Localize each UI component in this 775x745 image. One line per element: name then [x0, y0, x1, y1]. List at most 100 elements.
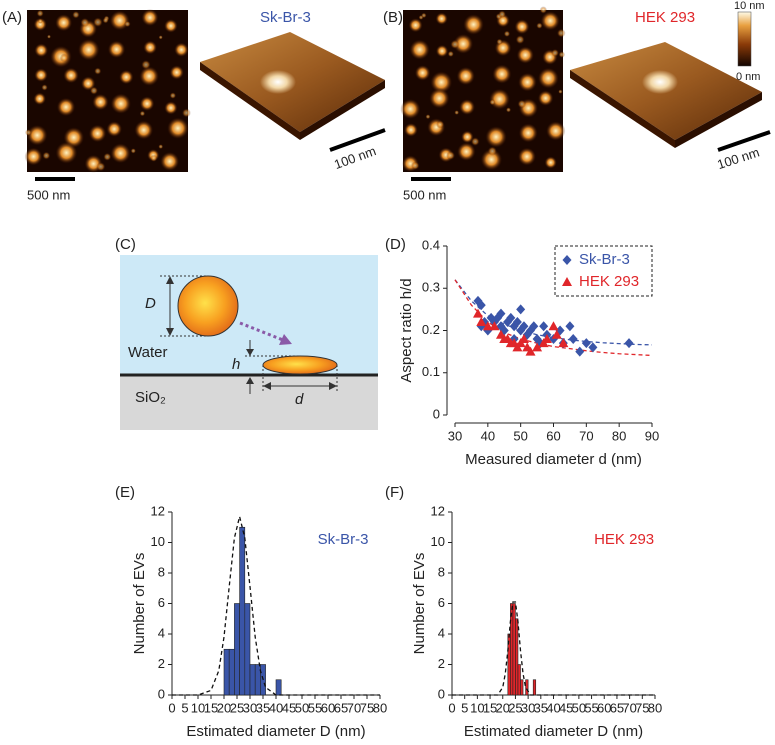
- y-tick-label: 8: [158, 564, 165, 579]
- bar: [275, 679, 282, 696]
- afm-spot: [167, 117, 189, 140]
- scale-label: 500 nm: [403, 187, 446, 202]
- afm-spot: [77, 38, 100, 61]
- x-tick-label: 35: [534, 700, 548, 715]
- y-tick-label: 0.4: [422, 237, 440, 252]
- x-tick-label: 50: [572, 700, 586, 715]
- marker: [548, 321, 559, 331]
- afm-spot: [411, 161, 420, 170]
- afm-spot: [46, 34, 52, 39]
- x-tick-label: 75: [635, 700, 649, 715]
- bar: [532, 679, 537, 696]
- x-tick-label: 60: [597, 700, 611, 715]
- afm-spot: [164, 19, 178, 33]
- afm-spot: [492, 64, 512, 84]
- afm-3d: [200, 32, 385, 140]
- afm-spot: [429, 88, 450, 109]
- afm-spot: [158, 35, 163, 40]
- afm-spot: [408, 18, 423, 33]
- afm-spot: [505, 107, 512, 113]
- afm-spot: [106, 121, 123, 137]
- afm-spot: [107, 40, 126, 59]
- afm-spot: [37, 18, 43, 24]
- marker: [529, 321, 539, 332]
- y-tick-label: 0.3: [422, 280, 440, 295]
- panel-label: (D): [385, 236, 406, 253]
- fit-curve: [454, 279, 653, 346]
- afm-spot: [81, 76, 96, 91]
- afm-spot: [425, 114, 431, 120]
- afm-spot: [435, 12, 448, 25]
- bar: [254, 664, 261, 696]
- marker: [562, 255, 572, 265]
- afm-spot: [181, 108, 191, 118]
- afm-spot: [109, 10, 130, 31]
- afm-spot: [89, 86, 99, 95]
- chart-title: Sk-Br-3: [318, 531, 369, 548]
- sample-title: Sk-Br-3: [260, 9, 311, 26]
- afm-spot: [63, 67, 79, 84]
- afm-spot: [59, 53, 69, 63]
- diagram-label: Water: [128, 344, 167, 361]
- x-tick-label: 20: [217, 700, 231, 715]
- afm-spot: [446, 150, 456, 161]
- afm-spot: [400, 98, 421, 119]
- x-tick-label: 5: [461, 700, 468, 715]
- x-tick-label: 70: [579, 428, 593, 443]
- afm-spot: [517, 147, 536, 166]
- y-tick-label: 10: [431, 534, 445, 549]
- y-tick-label: 0: [158, 686, 165, 701]
- marker: [565, 321, 575, 332]
- bar: [228, 648, 235, 696]
- x-tick-label: 70: [622, 700, 636, 715]
- afm-spot: [119, 69, 134, 85]
- x-tick-label: 40: [269, 700, 283, 715]
- afm-spot: [496, 38, 503, 45]
- y-tick-label: 10: [151, 534, 165, 549]
- marker: [489, 321, 500, 331]
- marker: [518, 333, 529, 343]
- marker: [482, 321, 493, 331]
- marker: [472, 308, 483, 318]
- afm-spot: [110, 143, 131, 164]
- afm-spot: [456, 66, 475, 86]
- y-axis-label: Number of EVs: [131, 553, 148, 655]
- diagram-label: D: [145, 295, 156, 312]
- chart-title: HEK 293: [594, 531, 654, 548]
- afm-spot: [457, 142, 476, 161]
- afm-spot: [94, 67, 102, 75]
- x-tick-label: 30: [448, 428, 462, 443]
- afm-spot: [42, 151, 51, 160]
- afm-spot: [489, 88, 510, 110]
- x-tick-label: 55: [584, 700, 598, 715]
- y-axis-label: Aspect ratio h/d: [398, 278, 415, 382]
- bar: [512, 603, 516, 696]
- marker: [624, 338, 634, 349]
- afm-spot: [459, 99, 476, 115]
- x-tick-label: 0: [168, 700, 175, 715]
- afm-spot: [514, 19, 530, 35]
- afm-spot: [518, 123, 538, 143]
- afm-spot: [414, 65, 431, 81]
- x-tick-label: 45: [282, 700, 296, 715]
- bar: [234, 603, 240, 696]
- bar: [520, 679, 524, 696]
- x-tick-label: 50: [513, 428, 527, 443]
- marker: [551, 329, 562, 339]
- x-tick-label: 70: [347, 700, 361, 715]
- afm-spot: [558, 89, 563, 94]
- afm-spot: [556, 28, 566, 38]
- x-tick-label: 50: [295, 700, 309, 715]
- x-tick-label: 20: [496, 700, 510, 715]
- scale-label: 500 nm: [27, 187, 70, 202]
- x-axis-label: Estimated diameter D (nm): [464, 723, 643, 740]
- afm-spot: [540, 11, 560, 31]
- afm-spot: [24, 147, 43, 166]
- afm-spot: [435, 44, 449, 58]
- panel-label: (B): [383, 9, 403, 26]
- legend-label: HEK 293: [579, 273, 639, 290]
- bar: [249, 664, 256, 696]
- x-tick-label: 40: [481, 428, 495, 443]
- colorbar-label: 0 nm: [736, 71, 760, 83]
- afm-spot: [25, 129, 32, 136]
